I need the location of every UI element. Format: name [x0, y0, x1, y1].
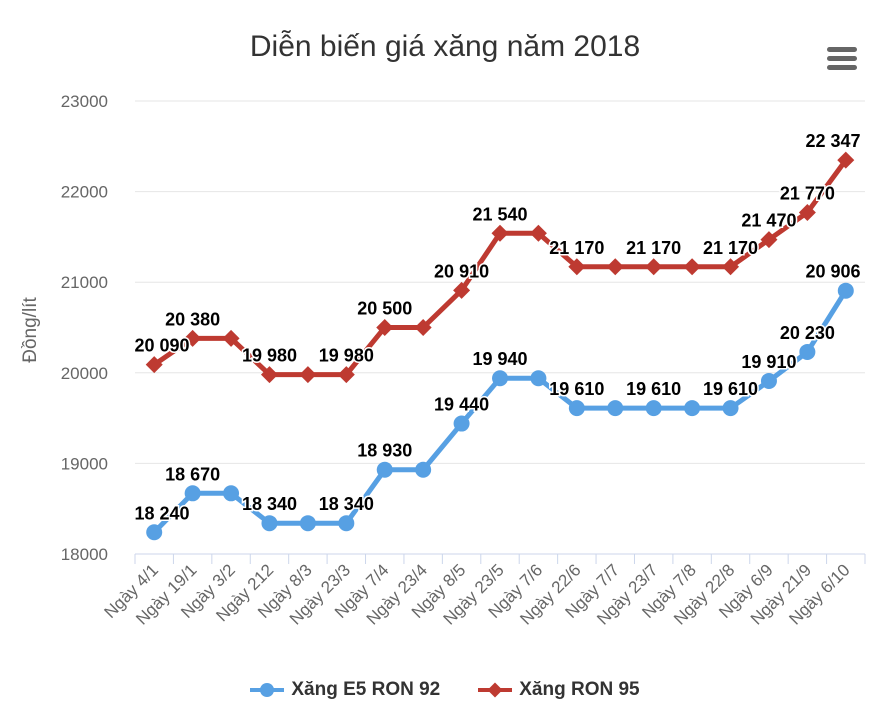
- y-axis-label: 22000: [61, 183, 108, 202]
- hamburger-menu-icon: [827, 55, 857, 61]
- data-point-circle[interactable]: [722, 400, 739, 417]
- series-line-1: [151, 157, 849, 378]
- data-point-diamond[interactable]: [414, 319, 432, 336]
- legend: Xăng E5 RON 92 Xăng RON 95: [0, 679, 890, 701]
- data-point-diamond[interactable]: [645, 258, 663, 276]
- y-axis-label: 18000: [61, 545, 108, 564]
- export-menu-button[interactable]: [823, 42, 861, 74]
- legend-item-0[interactable]: Xăng E5 RON 92: [250, 679, 440, 701]
- data-point-circle[interactable]: [299, 515, 316, 532]
- data-label: 21 540: [472, 204, 527, 224]
- data-label: 19 610: [549, 379, 604, 399]
- data-point-circle[interactable]: [607, 400, 624, 417]
- data-point-diamond[interactable]: [337, 366, 355, 384]
- hamburger-menu-icon: [827, 46, 857, 52]
- data-point-diamond[interactable]: [722, 258, 740, 276]
- data-point-diamond[interactable]: [760, 231, 778, 249]
- data-point-circle[interactable]: [492, 370, 508, 387]
- y-axis-label: 23000: [61, 92, 108, 111]
- data-label: 19 980: [319, 346, 374, 366]
- data-point-circle[interactable]: [837, 282, 854, 299]
- data-point-circle[interactable]: [568, 400, 585, 417]
- data-point-diamond[interactable]: [683, 258, 701, 276]
- data-label: 19 610: [626, 379, 681, 399]
- data-label: 18 930: [357, 441, 412, 461]
- y-axis-label: 20000: [61, 364, 108, 383]
- data-point-circle[interactable]: [530, 370, 547, 387]
- data-label: 18 340: [319, 494, 374, 514]
- data-point-diamond[interactable]: [453, 281, 471, 299]
- legend-item-1[interactable]: Xăng RON 95: [478, 679, 640, 701]
- data-label: 19 910: [741, 352, 796, 372]
- data-point-diamond[interactable]: [145, 356, 163, 374]
- y-axis-label: 19000: [61, 454, 108, 473]
- data-label: 20 230: [780, 323, 835, 343]
- data-label: 20 906: [805, 262, 860, 282]
- data-point-diamond[interactable]: [798, 203, 816, 221]
- data-point-circle[interactable]: [760, 372, 777, 389]
- data-point-diamond[interactable]: [491, 224, 509, 242]
- data-point-circle[interactable]: [645, 400, 662, 417]
- legend-diamond-marker-icon: [478, 682, 513, 698]
- data-point-diamond[interactable]: [184, 329, 202, 347]
- data-point-diamond[interactable]: [376, 319, 394, 336]
- data-label: 20 380: [165, 309, 220, 329]
- data-point-diamond[interactable]: [837, 151, 855, 169]
- data-label: 18 240: [134, 503, 189, 523]
- data-label: 19 610: [703, 379, 758, 399]
- data-label: 19 980: [242, 346, 297, 366]
- y-axis-label: 21000: [61, 273, 108, 292]
- legend-label: Xăng RON 95: [519, 679, 640, 700]
- data-label: 19 440: [434, 395, 489, 415]
- legend-circle-marker-icon: [250, 683, 285, 697]
- data-label: 20 090: [134, 336, 189, 356]
- data-point-circle[interactable]: [415, 461, 432, 478]
- data-label: 21 770: [780, 183, 835, 203]
- data-point-diamond[interactable]: [606, 258, 624, 276]
- data-label: 22 347: [805, 131, 860, 151]
- data-point-circle[interactable]: [146, 524, 163, 541]
- data-label: 19 940: [472, 349, 527, 369]
- data-label: 20 500: [357, 299, 412, 319]
- data-point-diamond[interactable]: [568, 258, 586, 276]
- data-point-circle[interactable]: [799, 343, 816, 360]
- data-point-circle[interactable]: [684, 400, 701, 417]
- data-point-diamond[interactable]: [260, 366, 278, 384]
- data-label: 21 470: [741, 211, 796, 231]
- data-point-circle[interactable]: [453, 415, 470, 432]
- data-point-circle[interactable]: [223, 485, 240, 502]
- y-axis-title: Đồng/lít: [20, 297, 41, 363]
- data-label: 18 670: [165, 464, 220, 484]
- data-label: 18 340: [242, 494, 297, 514]
- data-label: 21 170: [626, 238, 681, 258]
- data-point-circle[interactable]: [376, 461, 393, 478]
- data-point-diamond[interactable]: [222, 329, 240, 347]
- data-point-diamond[interactable]: [529, 224, 547, 242]
- data-point-diamond[interactable]: [299, 366, 317, 384]
- data-label: 21 170: [549, 238, 604, 258]
- data-label: 21 170: [703, 238, 758, 258]
- hamburger-menu-icon: [827, 64, 857, 70]
- data-label: 20 910: [434, 261, 489, 281]
- legend-label: Xăng E5 RON 92: [291, 679, 441, 700]
- data-point-circle[interactable]: [184, 485, 201, 502]
- chart-title: Diễn biến giá xăng năm 2018: [249, 30, 641, 63]
- data-point-circle[interactable]: [338, 515, 355, 532]
- data-point-circle[interactable]: [261, 515, 278, 532]
